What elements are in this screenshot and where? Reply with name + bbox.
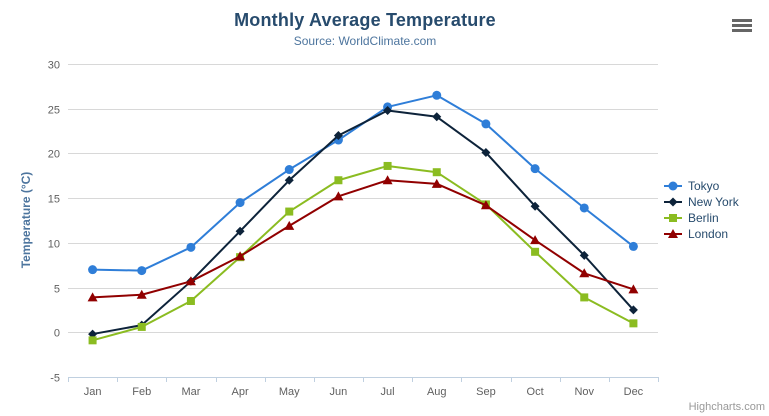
data-point-london[interactable] [480, 200, 491, 210]
london-legend-marker-icon [664, 229, 682, 238]
data-point-london[interactable] [628, 284, 639, 294]
data-point-berlin[interactable] [334, 176, 343, 185]
data-point-new-york[interactable] [530, 201, 540, 211]
data-point-london[interactable] [579, 268, 590, 278]
y-axis-label: 0 [54, 328, 60, 340]
legend-item-label: Berlin [688, 211, 719, 225]
data-point-london[interactable] [185, 276, 196, 286]
data-point-new-york[interactable] [628, 305, 638, 315]
legend-item-new-york[interactable]: New York [663, 194, 739, 210]
data-point-tokyo[interactable] [137, 266, 147, 276]
x-axis-label: Oct [527, 386, 544, 398]
hamburger-icon [732, 18, 752, 32]
x-axis-label: Sep [476, 386, 496, 398]
data-point-london[interactable] [87, 292, 98, 302]
chart-subtitle: Source: WorldClimate.com [293, 34, 437, 48]
legend-item-london[interactable]: London [663, 226, 739, 242]
series-line-new-york [91, 109, 635, 336]
x-axis-label: Jul [381, 386, 395, 398]
data-point-berlin[interactable] [88, 336, 97, 345]
data-point-tokyo[interactable] [628, 241, 638, 251]
y-axis-label: 20 [48, 149, 60, 161]
export-menu-button[interactable] [730, 16, 754, 36]
y-axis-label: -5 [50, 373, 60, 385]
x-axis-label: Jan [84, 386, 102, 398]
series-line-london [91, 179, 635, 299]
data-point-tokyo[interactable] [235, 198, 245, 208]
berlin-legend-symbol[interactable] [669, 214, 677, 222]
y-axis-label: 5 [54, 284, 60, 296]
x-axis-label: May [279, 386, 300, 398]
new-york-legend-symbol[interactable] [668, 197, 678, 207]
data-point-new-york[interactable] [235, 226, 245, 236]
data-point-london[interactable] [431, 178, 442, 188]
credits-link[interactable]: Highcharts.com [688, 401, 765, 413]
data-point-tokyo[interactable] [186, 242, 196, 252]
data-point-new-york[interactable] [333, 131, 343, 141]
data-point-new-york[interactable] [284, 175, 294, 185]
data-point-berlin[interactable] [629, 319, 638, 328]
x-axis-label: Feb [132, 386, 151, 398]
tokyo-legend-symbol[interactable] [668, 181, 678, 191]
tokyo-legend-marker-icon [664, 181, 682, 191]
data-point-new-york[interactable] [579, 250, 589, 260]
x-axis-label: Apr [232, 386, 249, 398]
data-point-london[interactable] [382, 175, 393, 185]
x-axis-label: Aug [427, 386, 447, 398]
legend: Tokyo New York Berlin London [663, 178, 739, 242]
y-axis-label: 25 [48, 105, 60, 117]
y-axis-label: 30 [48, 60, 60, 72]
series-line-berlin [91, 164, 635, 342]
data-point-tokyo[interactable] [432, 90, 442, 100]
legend-item-label: Tokyo [688, 179, 720, 193]
data-point-new-york[interactable] [383, 106, 393, 116]
y-axis-label: 10 [48, 239, 60, 251]
legend-item-label: London [688, 227, 729, 241]
data-point-london[interactable] [333, 191, 344, 201]
data-point-new-york[interactable] [481, 148, 491, 158]
data-point-tokyo[interactable] [88, 265, 98, 275]
data-point-london[interactable] [284, 220, 295, 230]
data-point-tokyo[interactable] [530, 164, 540, 174]
data-point-berlin[interactable] [285, 207, 294, 216]
data-point-berlin[interactable] [186, 296, 195, 305]
legend-item-label: New York [688, 195, 739, 209]
berlin-legend-marker-icon [664, 214, 682, 222]
legend-item-tokyo[interactable]: Tokyo [663, 178, 739, 194]
new-york-legend-marker-icon [664, 197, 682, 207]
data-point-tokyo[interactable] [284, 165, 294, 175]
x-axis-label: Mar [181, 386, 200, 398]
data-point-berlin[interactable] [580, 293, 589, 302]
data-point-new-york[interactable] [88, 329, 98, 339]
chart-title: Monthly Average Temperature [234, 10, 496, 30]
data-point-london[interactable] [530, 235, 541, 245]
x-axis-label: Dec [624, 386, 644, 398]
legend-item-berlin[interactable]: Berlin [663, 210, 739, 226]
london-legend-symbol[interactable] [668, 229, 678, 238]
data-point-new-york[interactable] [432, 112, 442, 122]
data-point-berlin[interactable] [432, 168, 441, 177]
x-axis-label: Jun [330, 386, 348, 398]
data-point-tokyo[interactable] [481, 119, 491, 129]
x-axis-label: Nov [574, 386, 594, 398]
data-point-london[interactable] [136, 289, 147, 299]
data-point-london[interactable] [235, 251, 246, 261]
data-point-tokyo[interactable] [579, 203, 589, 213]
y-axis-label: 15 [48, 194, 60, 206]
data-point-berlin[interactable] [137, 322, 146, 331]
data-point-berlin[interactable] [383, 161, 392, 170]
data-point-berlin[interactable] [531, 247, 540, 256]
series-line-tokyo [91, 94, 635, 272]
